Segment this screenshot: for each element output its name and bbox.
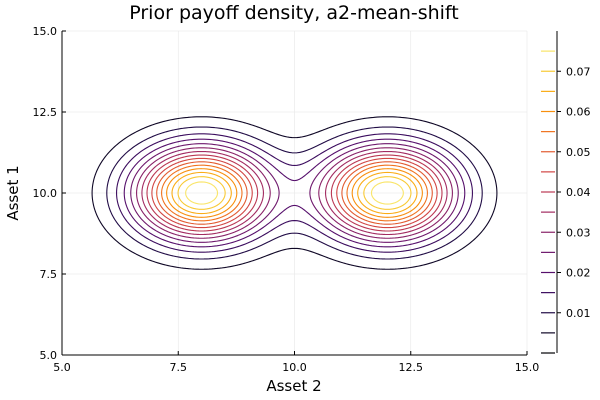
contour-lines — [91, 116, 498, 270]
contour-line-level-5 — [130, 143, 459, 243]
colorbar-tick-label: 0.02 — [566, 267, 591, 280]
contour-line-level-9 — [151, 157, 438, 229]
axes: 5.0 7.5 10.0 12.5 15.0 5.0 7.5 10.0 12.5 15.0 — [33, 25, 540, 374]
contour-line-level-12 — [166, 168, 423, 218]
colorbar-tick-label: 0.07 — [566, 65, 591, 78]
colorbar-tick-label: 0.04 — [566, 186, 591, 199]
contour-line-level-2 — [106, 126, 483, 260]
y-tick-label: 12.5 — [33, 106, 58, 119]
colorbar-tick-label: 0.03 — [566, 226, 591, 239]
y-axis-label: Asset 1 — [4, 165, 22, 220]
colorbar-tick-label: 0.01 — [566, 307, 591, 320]
contour-line-level-6 — [136, 147, 453, 239]
contour-line-level-10 — [156, 161, 433, 225]
contour-line-level-1 — [91, 116, 498, 270]
contour-line-level-13 — [171, 171, 418, 215]
x-tick-label: 15.0 — [515, 361, 540, 374]
contour-line-level-8 — [146, 154, 443, 232]
colorbar-tick-label: 0.06 — [566, 106, 591, 119]
x-axis-label: Asset 2 — [266, 377, 321, 395]
x-tick-label: 10.0 — [282, 361, 307, 374]
contour-line-level-4 — [123, 138, 466, 248]
chart-title: Prior payoff density, a2-mean-shift — [129, 2, 459, 24]
grid-lines — [61, 30, 528, 356]
contour-line-level-3 — [116, 133, 473, 253]
x-tick-label: 5.0 — [53, 361, 71, 374]
y-tick-label: 7.5 — [40, 268, 58, 281]
y-tick-label: 5.0 — [40, 349, 58, 362]
x-tick-label: 7.5 — [170, 361, 188, 374]
colorbar-tick-label: 0.05 — [566, 146, 591, 159]
x-tick-label: 12.5 — [399, 361, 424, 374]
contour-line-level-15 — [185, 181, 404, 205]
colorbar: 0.01 0.02 0.03 0.04 0.05 0.06 0.07 — [541, 31, 591, 354]
contour-line-level-11 — [161, 164, 428, 222]
contour-line-level-14 — [177, 176, 412, 210]
y-tick-label: 15.0 — [33, 25, 58, 38]
y-tick-label: 10.0 — [33, 187, 58, 200]
contour-line-level-7 — [141, 150, 448, 236]
